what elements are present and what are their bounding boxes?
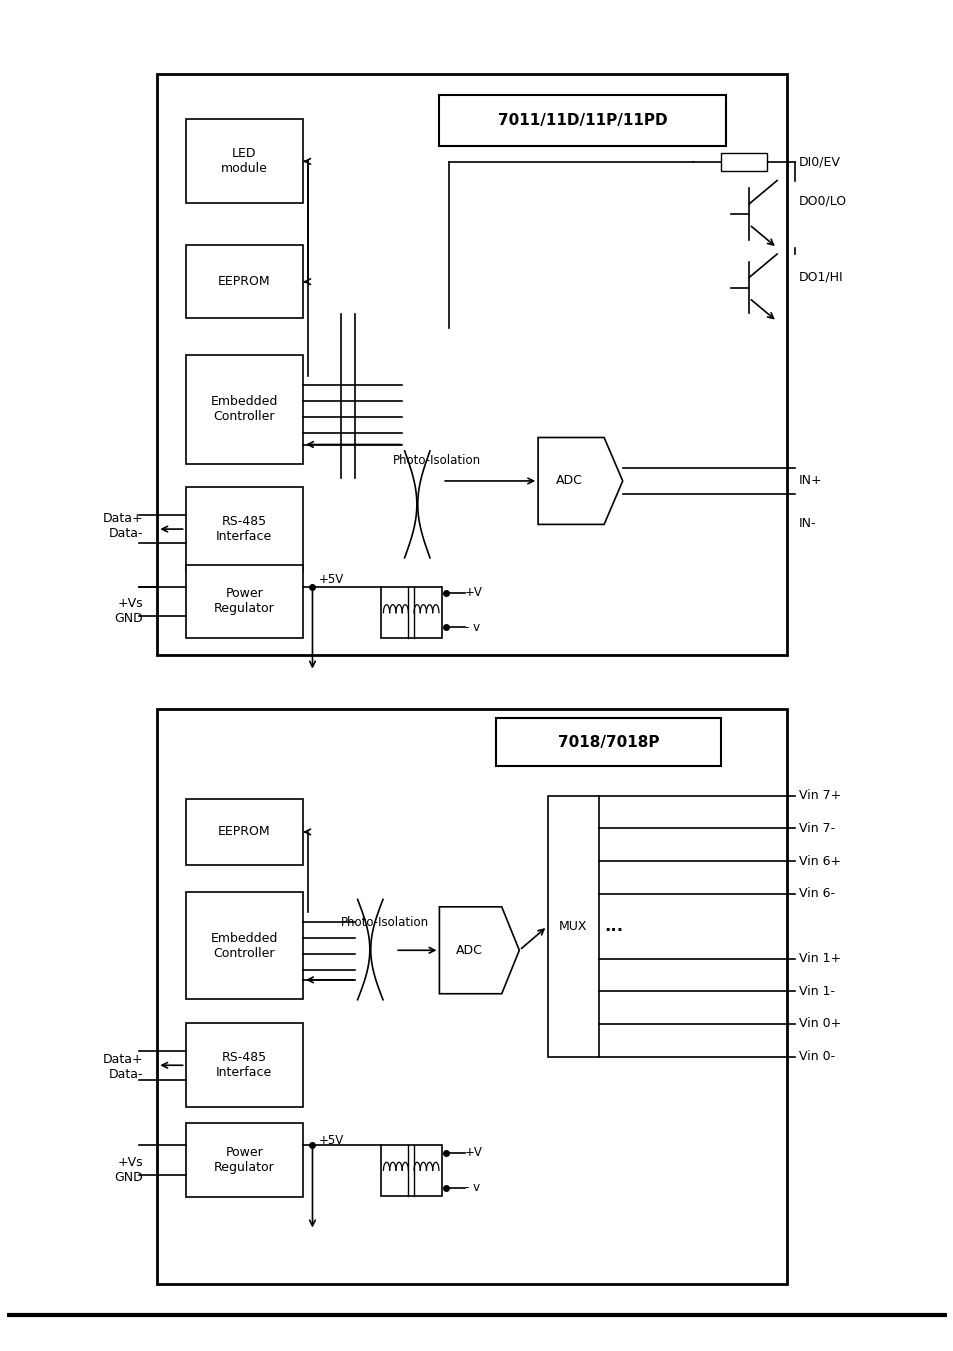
Text: LED
module: LED module: [221, 147, 268, 176]
Text: +5V: +5V: [318, 573, 343, 586]
Text: RS-485
Interface: RS-485 Interface: [216, 515, 273, 543]
Polygon shape: [439, 907, 518, 994]
Text: Vin 0+: Vin 0+: [799, 1017, 841, 1031]
Text: DI0/EV: DI0/EV: [798, 155, 840, 169]
Text: 7018/7018P: 7018/7018P: [558, 735, 659, 750]
Text: ...: ...: [603, 917, 622, 935]
Text: Vin 6+: Vin 6+: [799, 855, 841, 867]
Text: IN+: IN+: [798, 474, 821, 486]
Text: Vin 7+: Vin 7+: [799, 789, 841, 802]
FancyBboxPatch shape: [186, 245, 303, 319]
FancyBboxPatch shape: [186, 565, 303, 638]
FancyBboxPatch shape: [186, 119, 303, 204]
Text: Photo-Isolation: Photo-Isolation: [392, 454, 480, 466]
Text: Power
Regulator: Power Regulator: [213, 588, 274, 615]
Text: +V: +V: [464, 586, 482, 598]
Text: Vin 7-: Vin 7-: [799, 821, 835, 835]
FancyBboxPatch shape: [720, 153, 766, 172]
Text: Data+
Data-: Data+ Data-: [103, 512, 143, 540]
FancyBboxPatch shape: [157, 74, 786, 655]
FancyBboxPatch shape: [547, 796, 598, 1056]
FancyBboxPatch shape: [496, 719, 720, 766]
Text: DO0/LO: DO0/LO: [798, 195, 845, 207]
Text: IN-: IN-: [798, 516, 815, 530]
Text: Vin 1-: Vin 1-: [799, 985, 835, 998]
FancyBboxPatch shape: [186, 486, 303, 571]
Text: Vin 1+: Vin 1+: [799, 952, 841, 966]
Text: Vin 0-: Vin 0-: [799, 1050, 835, 1063]
FancyBboxPatch shape: [186, 798, 303, 866]
Text: Vin 6-: Vin 6-: [799, 888, 835, 900]
Text: ADC: ADC: [455, 944, 482, 957]
Text: RS-485
Interface: RS-485 Interface: [216, 1051, 273, 1079]
Text: DO1/HI: DO1/HI: [798, 270, 842, 284]
Text: +V: +V: [464, 1147, 482, 1159]
Text: 7011/11D/11P/11PD: 7011/11D/11P/11PD: [497, 113, 667, 128]
Text: Data+
Data-: Data+ Data-: [103, 1054, 143, 1081]
Text: - v: - v: [464, 1181, 479, 1194]
Text: EEPROM: EEPROM: [218, 825, 271, 839]
FancyBboxPatch shape: [380, 1144, 441, 1196]
FancyBboxPatch shape: [186, 892, 303, 1000]
Text: Photo-Isolation: Photo-Isolation: [340, 916, 428, 929]
Text: MUX: MUX: [558, 920, 587, 932]
Text: - v: - v: [464, 621, 479, 634]
Text: Power
Regulator: Power Regulator: [213, 1146, 274, 1174]
FancyBboxPatch shape: [157, 709, 786, 1283]
FancyBboxPatch shape: [186, 1124, 303, 1197]
FancyBboxPatch shape: [186, 354, 303, 465]
Polygon shape: [537, 438, 622, 524]
FancyBboxPatch shape: [380, 588, 441, 638]
FancyBboxPatch shape: [439, 95, 725, 146]
Text: Embedded
Controller: Embedded Controller: [211, 396, 277, 423]
FancyBboxPatch shape: [186, 1023, 303, 1108]
Text: ADC: ADC: [556, 474, 582, 488]
Text: +5V: +5V: [318, 1135, 343, 1147]
Text: +Vs
GND: +Vs GND: [114, 1156, 143, 1185]
Text: EEPROM: EEPROM: [218, 276, 271, 288]
Text: Embedded
Controller: Embedded Controller: [211, 932, 277, 959]
Text: +Vs
GND: +Vs GND: [114, 597, 143, 626]
